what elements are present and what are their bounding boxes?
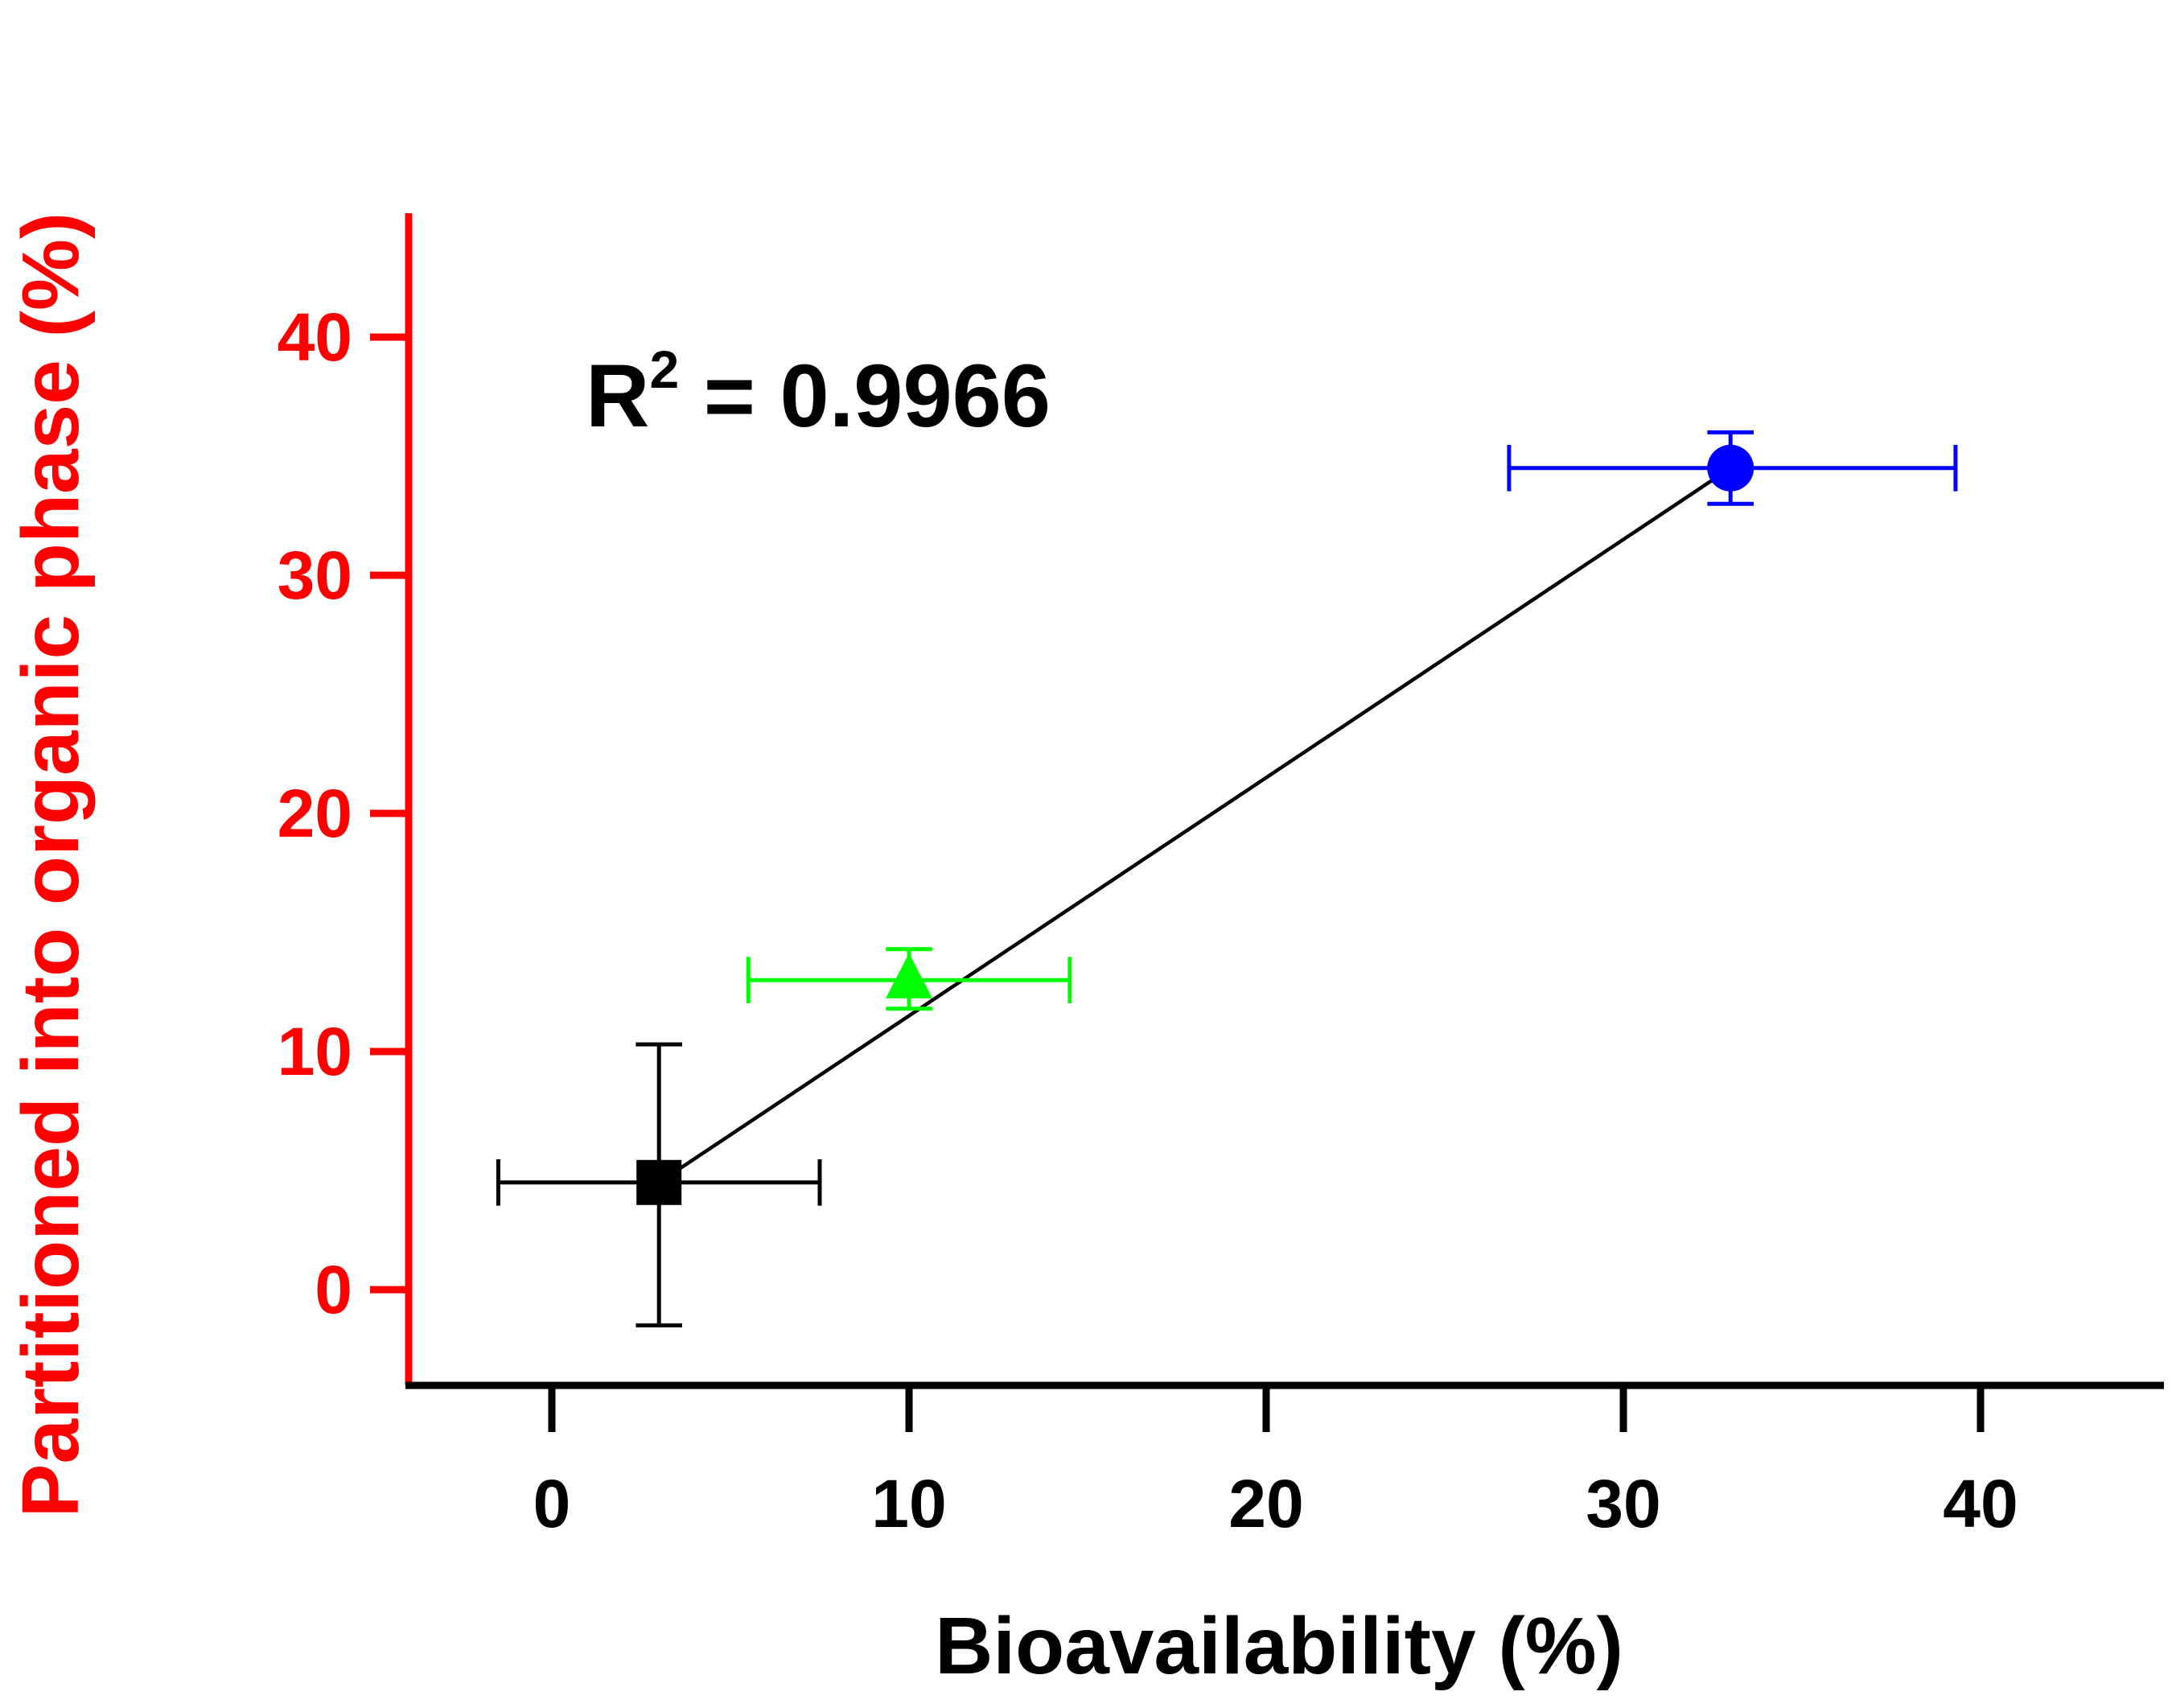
regression-line (657, 466, 1732, 1184)
data-point-triangle (886, 953, 932, 998)
data-points (636, 444, 1754, 1205)
x-tick-label: 20 (1228, 1466, 1303, 1541)
fit-line-layer (657, 466, 1732, 1184)
data-point-circle (1707, 444, 1754, 492)
x-tick-label: 0 (533, 1466, 571, 1541)
y-tick-label: 20 (278, 776, 352, 851)
x-tick-label: 30 (1586, 1466, 1660, 1541)
x-tick-label: 10 (871, 1466, 946, 1541)
axes: 0 10 20 30 40 0 10 20 30 40 (278, 213, 2164, 1541)
r-squared-annotation: R2 = 0.9966 (586, 340, 1051, 446)
y-tick-label: 10 (278, 1014, 352, 1089)
error-bars (496, 430, 1958, 1327)
data-point-square (636, 1159, 682, 1205)
annotation-rest: = 0.9966 (679, 347, 1051, 446)
y-tick-label: 0 (315, 1252, 352, 1327)
x-axis-title: Bioavailability (%) (935, 1601, 1623, 1691)
annotation-base: R (586, 347, 649, 446)
y-tick-label: 40 (278, 299, 352, 375)
y-axis-title: Partitioned into organic phase (%) (6, 212, 96, 1517)
x-tick-label: 40 (1943, 1466, 2018, 1541)
annotation-superscript: 2 (649, 340, 679, 399)
y-tick-label: 30 (278, 537, 352, 613)
